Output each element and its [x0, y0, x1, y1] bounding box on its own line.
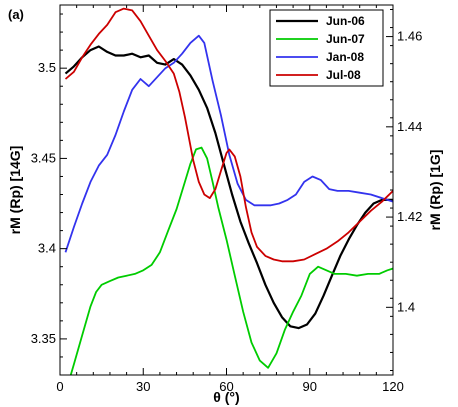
series-line-jun-07: [69, 146, 393, 375]
y-axis-right-text: rM (Rp) [1G]: [427, 150, 443, 231]
y-left-tick-label: 3.35: [31, 331, 56, 346]
series-layer: [64, 7, 393, 375]
y-left-tick-label: 3.45: [31, 150, 56, 165]
legend-label: Jan-08: [326, 50, 364, 64]
x-tick-label: 30: [136, 379, 150, 394]
y-axis-label-left: rM (Rp) [14G]: [7, 146, 23, 235]
ticks-layer: 0 30 60 90 120 3.35 3.4 3.45 3.5 1.4 1.42 1.44 1.46: [31, 5, 422, 394]
legend-label: Jun-07: [326, 32, 365, 46]
plot-frame: [59, 4, 394, 376]
x-tick-label: 120: [382, 379, 404, 394]
series-line-jul-08: [64, 7, 393, 263]
x-axis-label: θ (°): [213, 389, 239, 405]
panel-label: (a): [8, 7, 24, 22]
y-right-tick-label: 1.4: [397, 299, 415, 314]
legend-label: Jul-08: [326, 68, 361, 82]
x-tick-label: 60: [219, 379, 233, 394]
y-right-tick-label: 1.42: [397, 209, 422, 224]
y-left-tick-label: 3.5: [38, 60, 56, 75]
y-axis-label-right: rM (Rp) [1G]: [427, 150, 443, 231]
legend-box: [269, 9, 384, 87]
series-line-jan-08: [64, 34, 393, 253]
legend: Jun-06 Jun-07 Jan-08 Jul-08: [269, 9, 384, 87]
series-line-jun-06: [64, 45, 393, 330]
y-right-tick-label: 1.44: [397, 119, 422, 134]
x-tick-label: 90: [303, 379, 317, 394]
legend-items: Jun-06 Jun-07 Jan-08 Jul-08: [276, 14, 365, 82]
y-axis-left-text: rM (Rp) [14G]: [7, 146, 23, 235]
x-tick-label: 0: [56, 379, 63, 394]
y-left-tick-label: 3.4: [38, 241, 56, 256]
y-right-tick-label: 1.46: [397, 29, 422, 44]
legend-label: Jun-06: [326, 14, 365, 28]
